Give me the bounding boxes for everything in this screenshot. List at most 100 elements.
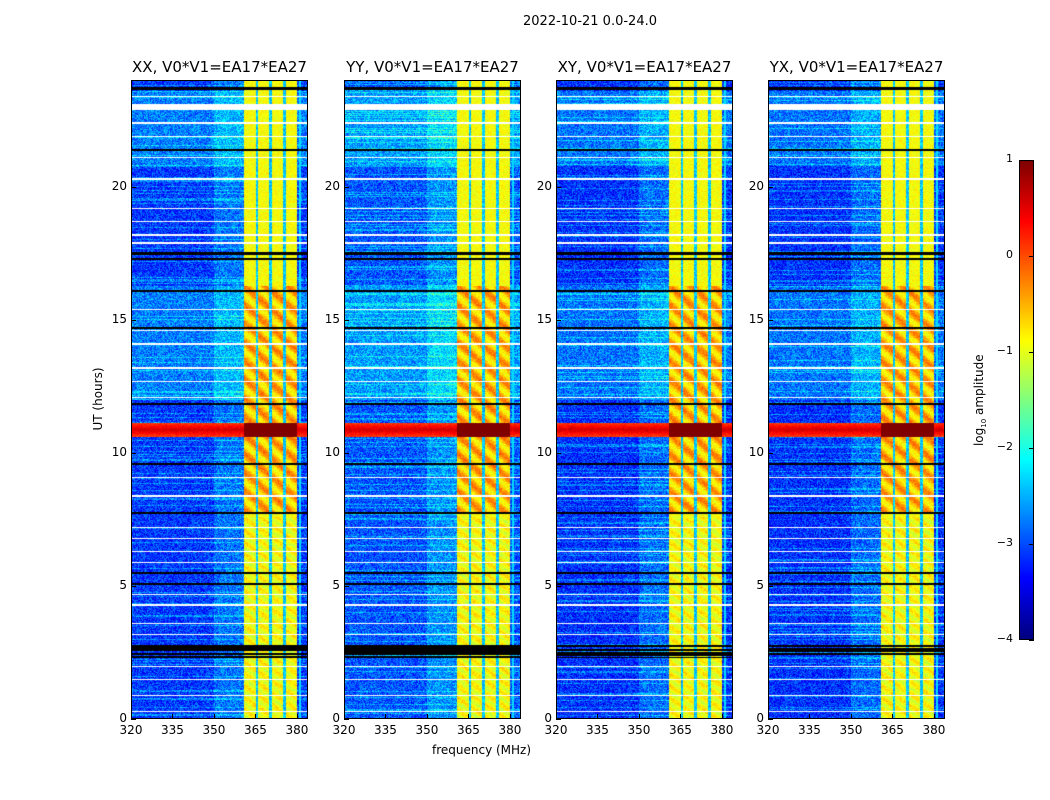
colorbar-label: log10 amplitude xyxy=(972,350,988,450)
y-tick-label: 10 xyxy=(324,444,340,459)
spectrogram-image xyxy=(345,81,520,718)
y-tick-label: 20 xyxy=(111,178,127,193)
x-tick-label: 350 xyxy=(202,723,226,737)
colorbar-tick-label: −4 xyxy=(996,632,1013,645)
y-tick-mark xyxy=(344,452,349,454)
spectrogram-panel-0 xyxy=(131,80,308,719)
colorbar-tick-label: 1 xyxy=(1006,152,1013,165)
x-tick-mark xyxy=(172,714,174,719)
x-tick-mark xyxy=(809,714,811,719)
panel-title: XY, V0*V1=EA17*EA27 xyxy=(557,58,732,76)
x-tick-mark xyxy=(933,714,935,719)
x-tick-label: 320 xyxy=(544,723,568,737)
panel-title: YX, V0*V1=EA17*EA27 xyxy=(769,58,944,76)
x-tick-label: 350 xyxy=(627,723,651,737)
colorbar-tick-mark xyxy=(1029,160,1034,161)
x-tick-mark xyxy=(892,714,894,719)
x-tick-label: 320 xyxy=(119,723,143,737)
y-tick-label: 15 xyxy=(748,311,764,326)
x-tick-mark xyxy=(597,714,599,719)
x-tick-mark xyxy=(468,714,470,719)
y-tick-label: 0 xyxy=(544,711,552,725)
x-tick-mark xyxy=(344,714,345,719)
y-tick-mark xyxy=(768,452,773,454)
colorbar-tick-mark xyxy=(1029,256,1034,257)
spectrogram-image xyxy=(557,81,732,718)
x-tick-label: 350 xyxy=(839,723,863,737)
y-tick-mark xyxy=(131,585,136,587)
colorbar-tick-label: −1 xyxy=(996,344,1013,357)
x-tick-mark xyxy=(638,714,640,719)
colorbar-tick-label: 0 xyxy=(1006,248,1013,261)
colorbar-tick-mark xyxy=(1029,544,1034,545)
y-tick-mark xyxy=(131,319,136,321)
x-tick-label: 320 xyxy=(332,723,356,737)
panel-title: YY, V0*V1=EA17*EA27 xyxy=(346,58,519,76)
x-tick-mark xyxy=(680,714,682,719)
y-tick-label: 5 xyxy=(544,577,552,592)
x-tick-label: 380 xyxy=(710,723,734,737)
y-tick-mark xyxy=(556,186,561,188)
y-tick-mark xyxy=(344,319,349,321)
x-tick-label: 350 xyxy=(415,723,439,737)
spectrogram-image xyxy=(769,81,944,718)
y-tick-mark xyxy=(768,719,773,720)
x-tick-mark xyxy=(255,714,257,719)
y-tick-mark xyxy=(556,452,561,454)
colorbar-label-sub: 10 xyxy=(980,418,989,428)
x-tick-label: 365 xyxy=(457,723,480,737)
x-tick-mark xyxy=(426,714,428,719)
y-tick-mark xyxy=(131,452,136,454)
y-tick-mark xyxy=(556,585,561,587)
spectrogram-panel-3 xyxy=(768,80,945,719)
spectrogram-panel-2 xyxy=(556,80,733,719)
y-tick-mark xyxy=(768,585,773,587)
y-tick-mark xyxy=(344,719,349,720)
y-tick-label: 15 xyxy=(324,311,340,326)
colorbar-tick-mark xyxy=(1029,448,1034,449)
y-tick-label: 10 xyxy=(536,444,552,459)
colorbar-label-log: log xyxy=(971,427,986,447)
y-tick-mark xyxy=(344,186,349,188)
y-tick-mark xyxy=(131,719,136,720)
x-tick-label: 335 xyxy=(374,723,397,737)
y-tick-mark xyxy=(556,319,561,321)
x-tick-label: 365 xyxy=(669,723,692,737)
x-tick-label: 335 xyxy=(161,723,184,737)
x-tick-label: 380 xyxy=(922,723,946,737)
y-tick-label: 0 xyxy=(119,711,127,725)
colorbar-gradient xyxy=(1020,161,1033,639)
y-tick-label: 5 xyxy=(756,577,764,592)
y-tick-mark xyxy=(344,585,349,587)
y-tick-mark xyxy=(768,186,773,188)
colorbar-label-text: amplitude xyxy=(971,354,986,419)
x-tick-mark xyxy=(296,714,298,719)
y-tick-label: 15 xyxy=(536,311,552,326)
colorbar xyxy=(1019,160,1034,640)
y-tick-label: 0 xyxy=(332,711,340,725)
x-tick-mark xyxy=(556,714,557,719)
x-tick-label: 380 xyxy=(285,723,309,737)
x-tick-label: 365 xyxy=(881,723,904,737)
x-tick-label: 320 xyxy=(756,723,780,737)
y-tick-mark xyxy=(768,319,773,321)
y-tick-label: 0 xyxy=(756,711,764,725)
x-tick-label: 335 xyxy=(586,723,609,737)
colorbar-tick-mark xyxy=(1029,640,1034,641)
y-tick-label: 15 xyxy=(111,311,127,326)
spectrogram-image xyxy=(132,81,307,718)
x-tick-mark xyxy=(509,714,511,719)
x-tick-mark xyxy=(385,714,387,719)
y-tick-mark xyxy=(556,719,561,720)
y-tick-label: 20 xyxy=(324,178,340,193)
x-axis-label: frequency (MHz) xyxy=(432,743,532,757)
y-tick-label: 20 xyxy=(748,178,764,193)
colorbar-tick-label: −2 xyxy=(996,440,1013,453)
x-tick-mark xyxy=(721,714,723,719)
figure-title: 2022-10-21 0.0-24.0 xyxy=(523,14,657,29)
spectrogram-panel-1 xyxy=(344,80,521,719)
y-tick-mark xyxy=(131,186,136,188)
x-tick-mark xyxy=(768,714,769,719)
x-tick-mark xyxy=(131,714,132,719)
x-tick-label: 335 xyxy=(798,723,821,737)
